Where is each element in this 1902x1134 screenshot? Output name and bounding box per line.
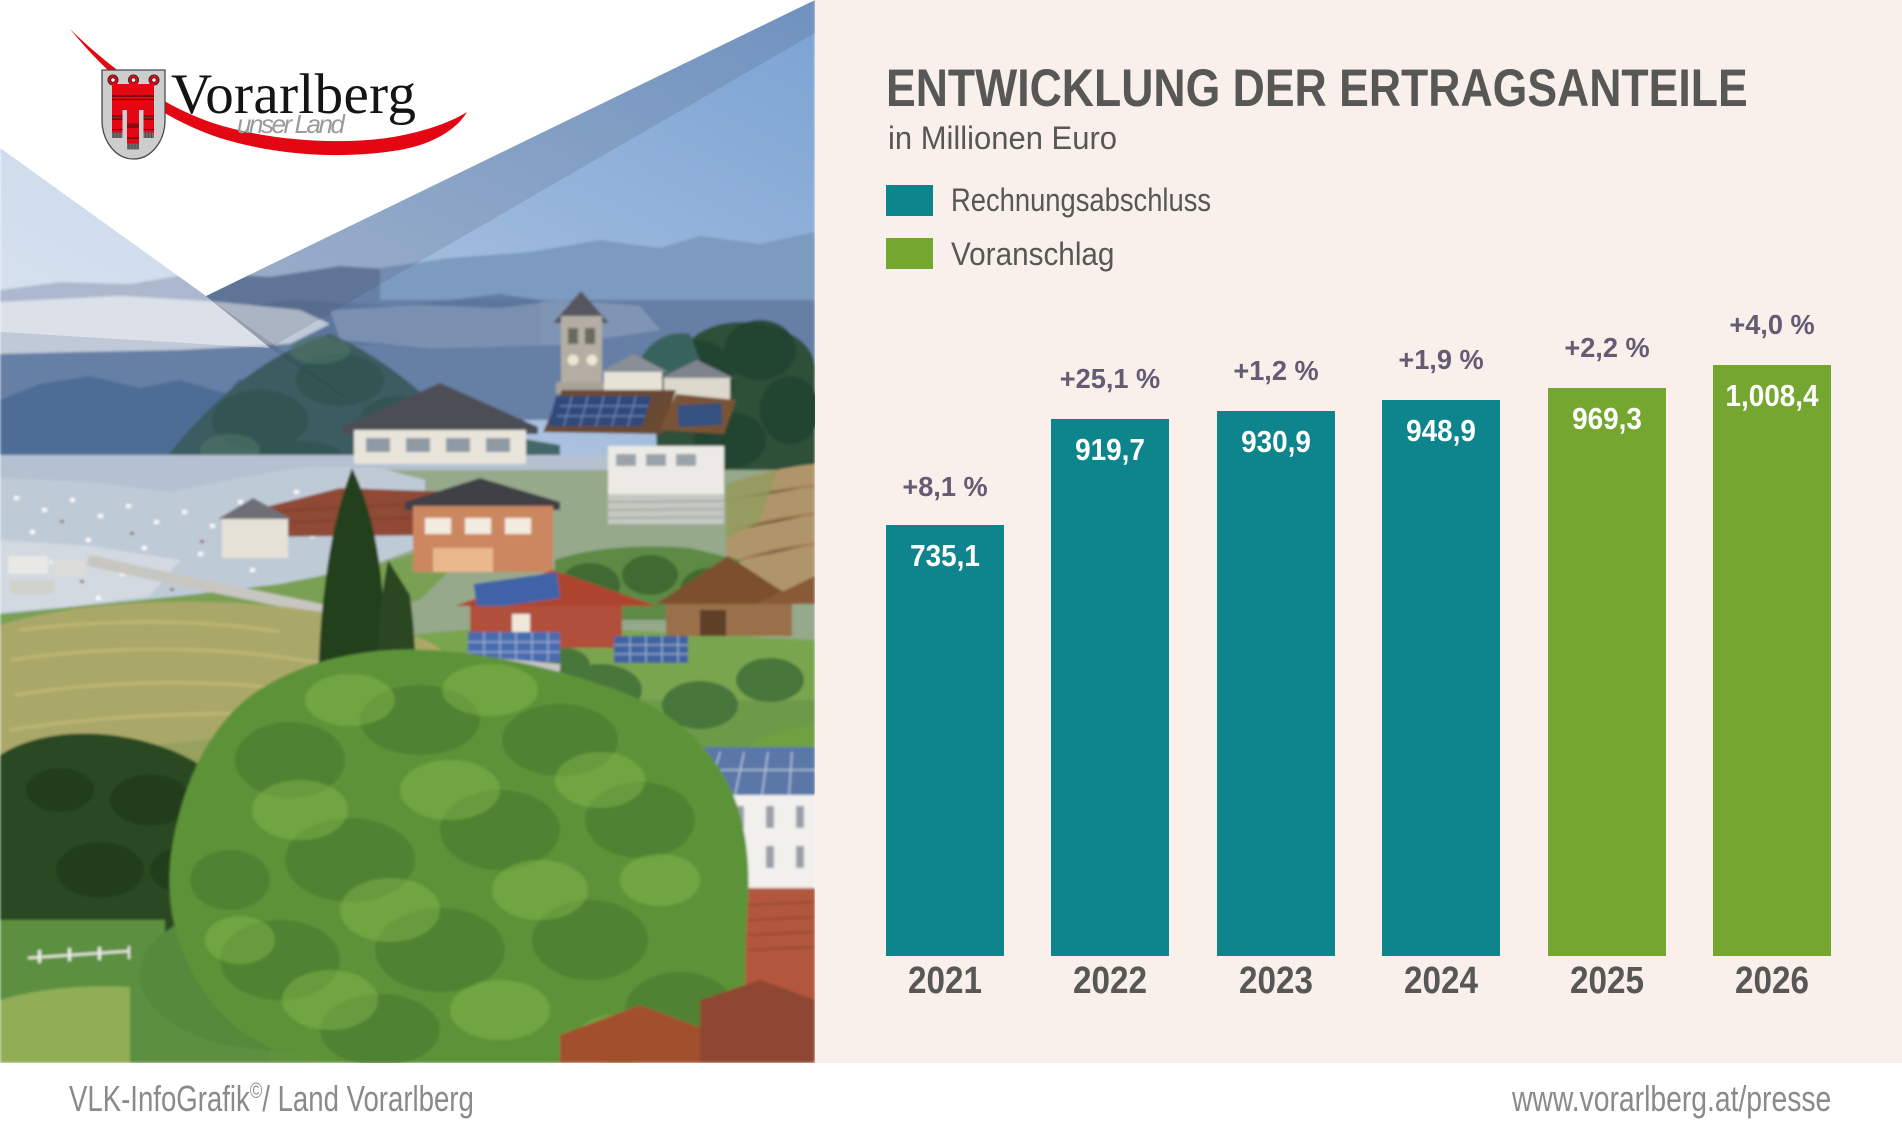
svg-text:Vorarlberg: Vorarlberg xyxy=(171,63,416,126)
svg-text:unser Land: unser Land xyxy=(237,109,347,139)
